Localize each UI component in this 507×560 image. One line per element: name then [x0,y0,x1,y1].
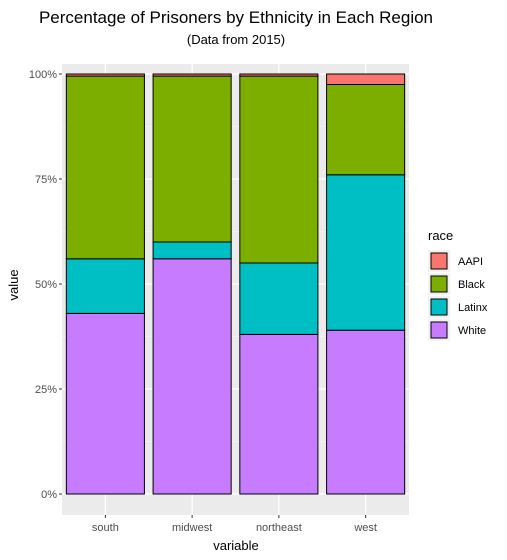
bar-west-aapi [326,73,406,85]
x-tick-label: midwest [172,522,212,534]
bar-west-black [326,84,406,176]
x-axis-title: variable [213,538,259,553]
bar-south-white [65,312,145,495]
legend-swatch-aapi [430,252,448,270]
legend-title: race [428,228,453,243]
x-tick-label: northeast [256,522,302,534]
bars [65,73,406,495]
bar-midwest-latinx [152,241,232,260]
x-axis: south midwest northeast west [92,515,377,534]
bar-south-aapi [65,73,145,77]
bar-south-latinx [65,258,145,314]
bar-west-white [326,329,406,495]
legend: race AAPI Black Latinx White [428,228,488,341]
chart-subtitle: (Data from 2015) [187,32,285,47]
x-tick-label: south [92,522,119,534]
chart-title: Percentage of Prisoners by Ethnicity in … [39,8,433,27]
legend-swatch-white [430,321,448,339]
bar-midwest-white [152,258,232,495]
legend-label-aapi: AAPI [458,256,483,268]
bar-south-black [65,75,145,260]
bar-northeast-black [239,75,319,264]
legend-swatch-latinx [430,298,448,316]
bar-midwest-black [152,75,232,243]
y-tick-label: 100% [29,69,57,81]
bar-midwest-aapi [152,73,232,77]
y-tick-label: 0% [41,489,57,501]
y-tick-label: 75% [35,174,57,186]
y-tick-label: 50% [35,279,57,291]
y-axis-title: value [6,269,21,300]
x-tick-label: west [353,522,377,534]
bar-west-latinx [326,174,406,331]
bar-northeast-white [239,333,319,495]
y-axis: 0% 25% 50% 75% 100% [29,69,62,501]
legend-label-latinx: Latinx [458,302,488,314]
y-tick-label: 25% [35,384,57,396]
legend-label-black: Black [458,279,485,291]
legend-label-white: White [458,325,486,337]
bar-northeast-latinx [239,262,319,335]
legend-swatch-black [430,275,448,293]
bar-northeast-aapi [239,73,319,77]
